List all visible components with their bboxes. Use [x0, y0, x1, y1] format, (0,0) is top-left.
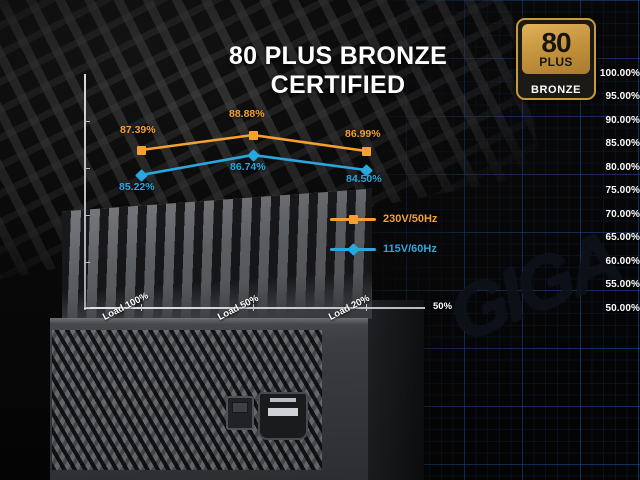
data-point-marker[interactable] [248, 130, 258, 140]
legend-square-marker-icon [348, 214, 358, 224]
badge-number: 80 [541, 27, 571, 59]
legend-label: 115V/60Hz [383, 243, 437, 255]
badge-tier-label: BRONZE [530, 84, 582, 96]
data-point-label: 88.88% [229, 108, 265, 120]
y-tick-label: 100.00% [599, 68, 640, 79]
80-plus-bronze-badge: 80 PLUS BRONZE [516, 18, 596, 100]
y-tick-label: 90.00% [605, 115, 640, 126]
x-axis-tick [141, 304, 142, 311]
y-tick-label: 55.00% [605, 279, 640, 290]
x-axis-tick [366, 304, 367, 311]
psu-side-panel [360, 300, 424, 480]
x-axis-line [84, 307, 425, 309]
page-title: 80 PLUS BRONZE CERTIFIED [228, 42, 448, 99]
y-axis-tick [84, 262, 90, 263]
data-point-label: 86.74% [230, 161, 266, 173]
x-axis-tick [253, 304, 254, 311]
data-point-label: 85.22% [119, 181, 155, 193]
legend-diamond-marker-icon [346, 242, 360, 256]
data-point-label: 84.50% [346, 173, 382, 185]
legend-item-115v[interactable]: 115V/60Hz [330, 242, 437, 256]
y-tick-label: 75.00% [605, 185, 640, 196]
data-point-label: 87.39% [120, 124, 156, 136]
data-point-marker[interactable] [136, 145, 146, 155]
data-point-marker[interactable] [361, 146, 371, 156]
psu-edge-rail [50, 318, 368, 325]
legend-label: 230V/50Hz [383, 213, 438, 225]
y-tick-label: 50.00% [605, 303, 640, 314]
y-axis-line [84, 74, 86, 310]
y-tick-label: 80.00% [605, 162, 640, 173]
y-tick-label: 60.00% [605, 256, 640, 267]
y-axis-tick [84, 215, 90, 216]
y-tick-label: 95.00% [605, 91, 640, 102]
x-axis-end-label: 50% [433, 301, 453, 312]
legend-line-swatch [330, 242, 376, 256]
psu-iec-power-socket [258, 392, 308, 440]
y-axis-tick [84, 121, 90, 122]
legend-line-swatch [330, 214, 376, 224]
badge-gold-plate: 80 PLUS [522, 24, 590, 74]
y-axis-tick [84, 307, 90, 308]
legend-item-230v[interactable]: 230V/50Hz [330, 213, 437, 225]
y-tick-label: 65.00% [605, 232, 640, 243]
psu-power-switch [226, 396, 254, 430]
y-tick-label: 85.00% [605, 138, 640, 149]
y-tick-label: 70.00% [605, 209, 640, 220]
badge-plus-text: PLUS [539, 54, 573, 69]
y-axis-tick [84, 168, 90, 169]
data-point-label: 86.99% [345, 128, 381, 140]
